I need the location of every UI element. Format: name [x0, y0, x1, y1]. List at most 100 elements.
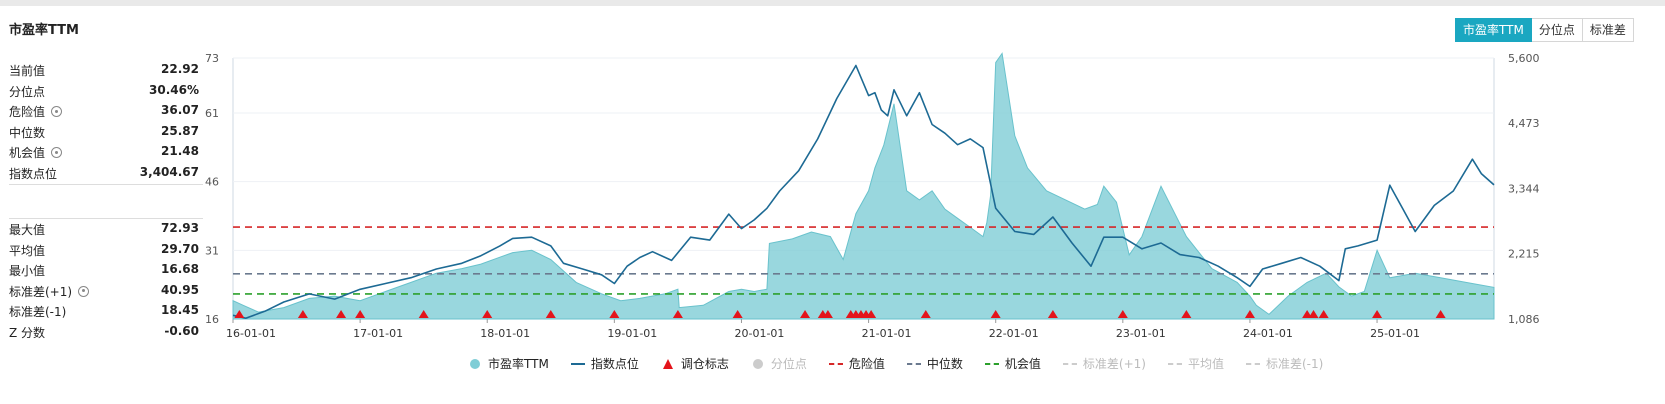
stat-label: 最大值: [9, 223, 46, 237]
legend-marker-icon: [661, 358, 675, 369]
legend-label: 危险值: [848, 357, 885, 371]
stat-danger: 危险值 36.07: [9, 101, 203, 122]
y-right-tick-label: 3,344: [1508, 182, 1540, 195]
y-right-tick-label: 4,473: [1508, 117, 1540, 130]
stat-value: 22.92: [161, 62, 199, 76]
legend-label: 中位数: [926, 357, 963, 371]
stat-percentile: 分位点 30.46%: [9, 81, 203, 102]
legend-label: 机会值: [1004, 357, 1041, 371]
legend-label: 分位点: [770, 357, 807, 371]
rebalance-marker: [1435, 310, 1446, 318]
stat-label: 分位点: [9, 84, 46, 99]
x-tick-label: 24-01-01: [1243, 327, 1293, 340]
legend-item[interactable]: 调仓标志: [661, 355, 729, 372]
legend-marker-icon: [1062, 359, 1077, 369]
rebalance-marker: [920, 310, 931, 318]
stats-panel-bottom: 最大值 72.93 平均值 29.70 最小值 16.68 标准差(+1) 40.95 …: [9, 218, 203, 343]
x-tick-label: 19-01-01: [607, 327, 657, 340]
legend-item[interactable]: 标准差(+1): [1062, 355, 1146, 372]
stat-label: 标准差(+1): [9, 283, 90, 300]
rebalance-marker: [609, 310, 620, 318]
rebalance-marker: [1318, 310, 1329, 318]
legend-marker-icon: [468, 358, 482, 369]
stat-value: 72.93: [161, 221, 199, 235]
legend-item[interactable]: 平均值: [1167, 355, 1224, 372]
rebalance-marker: [545, 310, 556, 318]
stat-std-minus: 标准差(-1) 18.45: [9, 301, 203, 322]
stat-value: 40.95: [161, 282, 199, 297]
rebalance-marker: [336, 310, 347, 318]
stat-value: -0.60: [164, 323, 199, 338]
legend-marker-icon: [751, 358, 765, 369]
stat-opportunity: 机会值 21.48: [9, 142, 203, 163]
x-tick-label: 20-01-01: [734, 327, 784, 340]
index-level-line: [232, 64, 1495, 319]
x-tick-label: 25-01-01: [1370, 327, 1420, 340]
tab-pe-ttm[interactable]: 市盈率TTM: [1455, 18, 1532, 42]
legend-item[interactable]: 危险值: [828, 355, 885, 372]
legend-label: 调仓标志: [680, 357, 729, 371]
top-strip: [0, 0, 1665, 6]
rebalance-marker: [800, 310, 811, 318]
legend-item[interactable]: 标准差(-1): [1245, 355, 1324, 372]
pe-ttm-area: [232, 52, 1495, 320]
legend-item[interactable]: 市盈率TTM: [468, 355, 549, 372]
stat-label: 最小值: [9, 264, 46, 279]
rebalance-marker: [866, 310, 877, 318]
x-tick-label: 22-01-01: [989, 327, 1039, 340]
gear-icon[interactable]: [78, 285, 90, 297]
legend-item[interactable]: 指数点位: [570, 355, 639, 372]
stat-value: 29.70: [161, 241, 199, 256]
stat-value: 3,404.67: [139, 164, 199, 179]
x-tick-label: 18-01-01: [480, 327, 530, 340]
y-left-tick-label: 16: [205, 313, 219, 326]
legend-label: 指数点位: [590, 357, 639, 371]
stat-label: Z 分数: [9, 325, 46, 340]
y-right-tick-label: 1,086: [1508, 313, 1540, 326]
stat-current: 当前值 22.92: [9, 60, 203, 81]
rebalance-marker: [234, 310, 245, 318]
x-tick-label: 17-01-01: [353, 327, 403, 340]
stat-label: 危险值: [9, 103, 63, 120]
legend-marker-icon: [828, 359, 843, 369]
y-left-tick-label: 73: [205, 52, 219, 65]
stat-value: 16.68: [161, 262, 199, 277]
rebalance-marker: [1181, 310, 1192, 318]
stat-median: 中位数 25.87: [9, 122, 203, 143]
rebalance-marker: [1047, 310, 1058, 318]
rebalance-marker: [990, 310, 1001, 318]
stat-label: 标准差(-1): [9, 305, 67, 320]
rebalance-marker: [1308, 310, 1319, 318]
tab-group: 市盈率TTM 分位点 标准差: [1455, 18, 1634, 42]
stat-label-text: 标准差(+1): [9, 284, 73, 299]
stat-label: 机会值: [9, 144, 63, 161]
rebalance-marker: [418, 310, 429, 318]
tab-percentile[interactable]: 分位点: [1531, 18, 1583, 42]
y-left-tick-label: 61: [205, 107, 219, 120]
legend-label: 标准差(-1): [1265, 357, 1324, 371]
stat-value: 21.48: [161, 144, 199, 159]
legend-item[interactable]: 分位点: [751, 355, 807, 372]
y-left-tick-label: 31: [205, 244, 219, 257]
y-right-tick-label: 5,600: [1508, 52, 1540, 65]
stat-value: 36.07: [161, 103, 199, 118]
legend-marker-icon: [906, 359, 921, 369]
gear-icon[interactable]: [51, 106, 63, 118]
legend-item[interactable]: 中位数: [906, 355, 963, 372]
legend-item[interactable]: 机会值: [984, 355, 1041, 372]
stat-value: 25.87: [161, 123, 199, 138]
stat-mean: 平均值 29.70: [9, 240, 203, 261]
rebalance-marker: [1302, 310, 1313, 318]
chart-legend: 市盈率TTM 指数点位 调仓标志 分位点 危险值 中位数 机会值 标准差(+1) 平均值 标准差(…: [468, 355, 1345, 372]
rebalance-marker: [732, 310, 743, 318]
x-tick-label: 16-01-01: [226, 327, 276, 340]
rebalance-marker: [822, 310, 833, 318]
gear-icon[interactable]: [51, 147, 63, 159]
tab-std-dev[interactable]: 标准差: [1582, 18, 1634, 42]
rebalance-marker: [297, 310, 308, 318]
rebalance-marker: [1244, 310, 1255, 318]
y-left-tick-label: 46: [205, 176, 219, 189]
stat-label: 指数点位: [9, 166, 58, 181]
legend-marker-icon: [984, 359, 999, 369]
